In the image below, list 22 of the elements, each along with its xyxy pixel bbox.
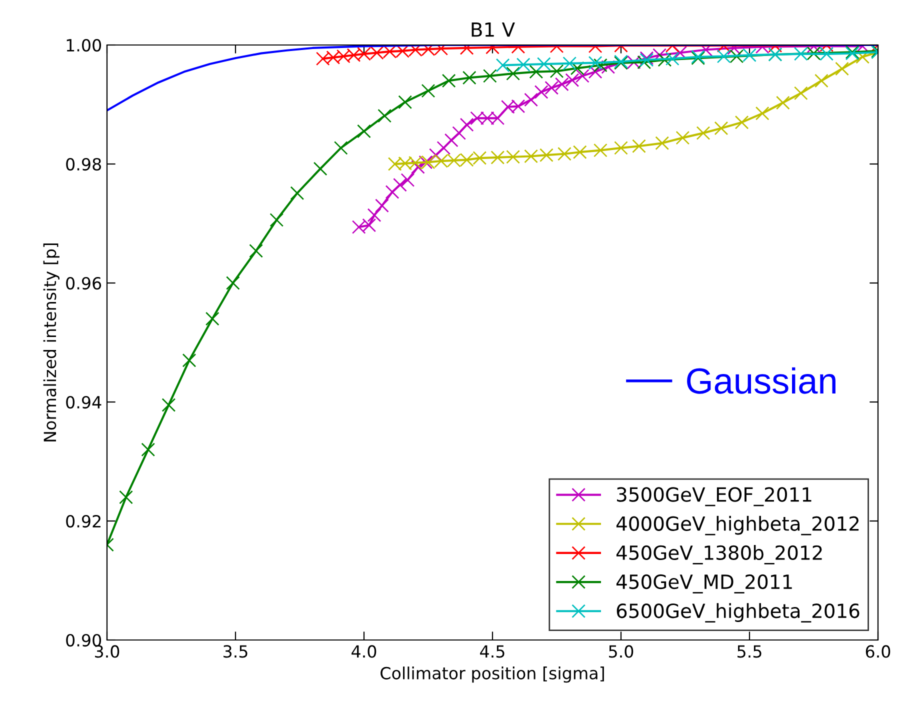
y-axis-title: Normalized intensity [p] [43, 243, 60, 442]
x-axis-title: Collimator position [sigma] [380, 666, 604, 683]
legend-label: 3500GeV_EOF_2011 [616, 487, 812, 506]
legend-label: 450GeV_MD_2011 [616, 574, 792, 594]
legend-label: 450GeV_1380b_2012 [616, 544, 822, 564]
y-tick-label: 0.94 [66, 396, 102, 409]
chart-title: B1 V [472, 22, 515, 37]
x-tick-label: 5.5 [738, 645, 762, 658]
x-tick-label: 3.0 [95, 645, 120, 658]
x-tick-label: 6.0 [866, 645, 890, 658]
x-tick-label: 4.5 [480, 645, 504, 658]
y-tick-label: 0.90 [66, 634, 102, 647]
y-tick-label: 0.92 [66, 514, 100, 528]
y-tick-label: 1.00 [66, 38, 102, 52]
legend-label: Gaussian [687, 367, 836, 394]
x-tick-label: 3.5 [224, 645, 248, 658]
legend-label: 4000GeV_highbeta_2012 [616, 516, 859, 536]
legend-label: 6500GeV_highbeta_2016 [616, 603, 860, 622]
y-tick-label: 0.98 [66, 158, 101, 171]
x-tick-label: 5.0 [609, 645, 634, 658]
y-tick-label: 0.96 [66, 276, 102, 290]
x-tick-label: 4.0 [352, 645, 376, 658]
